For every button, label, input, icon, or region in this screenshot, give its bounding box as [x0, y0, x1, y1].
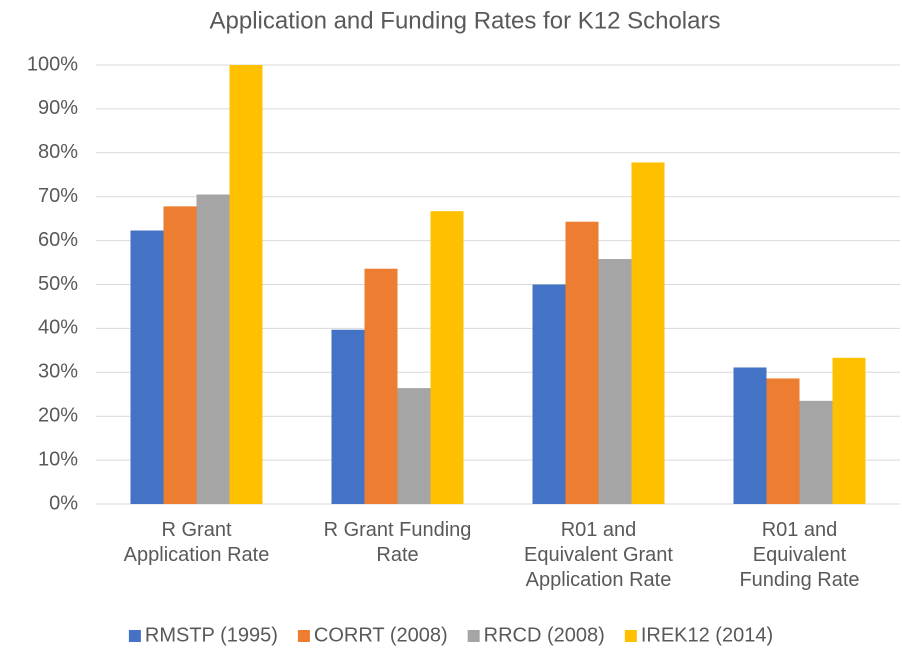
legend-label: RMSTP (1995)	[145, 624, 278, 646]
bar	[364, 268, 398, 504]
y-tick-label: 10%	[38, 448, 78, 470]
x-tick-label: R01 and Equivalent Funding Rate	[739, 519, 860, 591]
bar	[799, 400, 833, 504]
bar	[733, 367, 767, 504]
y-tick-label: 30%	[38, 361, 78, 383]
bar	[130, 230, 164, 505]
y-tick-label: 0%	[49, 492, 78, 514]
bar	[832, 357, 866, 504]
y-tick-label: 90%	[38, 97, 78, 119]
legend-label: RRCD (2008)	[484, 624, 605, 646]
legend-swatch	[128, 630, 141, 642]
bar	[532, 284, 566, 504]
legend-swatch	[467, 630, 480, 642]
x-tick-label: R Grant Application Rate	[123, 519, 270, 566]
y-tick-label: 50%	[38, 273, 78, 295]
bar	[598, 259, 632, 504]
x-tick-label: R01 and Equivalent Grant Application Rat…	[524, 519, 673, 591]
bar	[397, 388, 431, 504]
bar	[430, 211, 464, 504]
y-tick-label: 20%	[38, 404, 78, 426]
y-tick-label: 60%	[38, 229, 78, 251]
legend-label: IREK12 (2014)	[641, 624, 773, 646]
y-tick-label: 70%	[38, 185, 78, 207]
legend-swatch	[297, 630, 310, 642]
legend-swatch	[624, 630, 637, 642]
bar	[229, 65, 263, 504]
bar	[196, 194, 230, 504]
legend-label: CORRT (2008)	[314, 624, 448, 646]
bar	[766, 378, 800, 504]
bar	[631, 162, 665, 504]
bar	[163, 206, 197, 504]
bar	[331, 329, 365, 504]
x-tick-label: R Grant Funding Rate	[323, 519, 472, 566]
bar	[565, 221, 599, 504]
y-tick-label: 40%	[38, 317, 78, 339]
y-tick-label: 80%	[38, 141, 78, 163]
y-tick-label: 100%	[27, 53, 78, 75]
chart-title: Application and Funding Rates for K12 Sc…	[210, 7, 721, 34]
